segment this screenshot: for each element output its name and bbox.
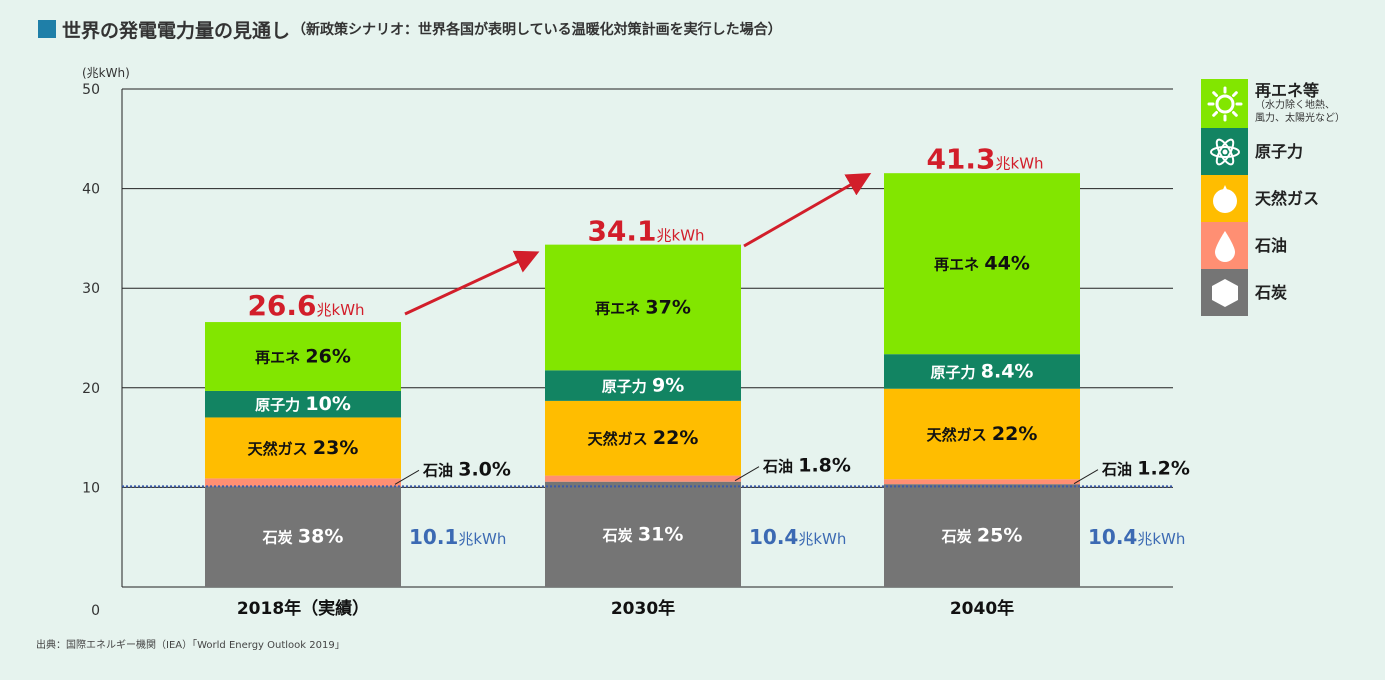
bar-segment-renewable — [884, 173, 1080, 355]
y-tick-label: 40 — [82, 182, 100, 198]
legend-item-oil: 石油 — [1201, 222, 1381, 269]
bar-segment-coal — [545, 481, 741, 587]
x-category-label: 2040年 — [950, 598, 1014, 619]
oil-callout-line — [1073, 469, 1099, 485]
oil-callout-label: 石油 1.8% — [762, 455, 851, 477]
legend-item-coal: 石炭 — [1201, 269, 1381, 316]
legend-note: （水力除く地熱、 — [1255, 100, 1335, 112]
legend-label-text: 原子力 — [1255, 141, 1304, 161]
gas-flame-icon — [1201, 175, 1248, 222]
sun-icon — [1201, 79, 1248, 128]
y-tick-label: 30 — [82, 281, 100, 297]
title-subtitle: （新政策シナリオ：世界各国が表明している温暖化対策計画を実行した場合） — [292, 22, 782, 38]
source-note: 出典：国際エネルギー機関（IEA）「World Energy Outlook 2… — [36, 640, 345, 651]
title-marker-icon — [38, 20, 56, 38]
legend-label: 石炭 — [1255, 284, 1287, 302]
chart-title: 世界の発電電力量の見通し （新政策シナリオ：世界各国が表明している温暖化対策計画… — [38, 14, 782, 44]
bar-segment-nuclear — [205, 390, 401, 418]
y-tick-label: 50 — [82, 82, 100, 98]
oil-drop-icon — [1201, 222, 1248, 269]
legend-item-nuclear: 原子力 — [1201, 128, 1381, 175]
segment-label-coal: 石炭 25% — [941, 525, 1023, 547]
segment-label-gas: 天然ガス 22% — [588, 427, 699, 449]
bar-segment-gas — [545, 400, 741, 476]
bar-segment-oil — [884, 479, 1080, 485]
total-value-label: 34.1兆kWh — [587, 214, 704, 247]
bar-segment-oil — [545, 475, 741, 482]
bar-segment-renewable — [205, 322, 401, 391]
growth-arrow — [404, 250, 540, 316]
oil-callout-label: 石油 1.2% — [1101, 458, 1190, 480]
legend-note: 風力、太陽光など） — [1255, 113, 1345, 125]
legend-label: 再エネ等 （水力除く地熱、 風力、太陽光など） — [1255, 82, 1345, 126]
y-tick-label: 20 — [82, 381, 100, 397]
segment-label-renewable: 再エネ 37% — [595, 296, 691, 318]
legend-label-text: 石油 — [1255, 235, 1288, 255]
segment-label-coal: 石炭 38% — [262, 526, 344, 548]
legend-item-gas: 天然ガス — [1201, 175, 1381, 222]
bar-segment-coal — [205, 486, 401, 587]
x-category-label: 2018年（実績） — [237, 598, 369, 619]
oil-callout-label: 石油 3.0% — [422, 458, 511, 480]
segment-label-gas: 天然ガス 23% — [248, 437, 359, 459]
segment-label-nuclear: 原子力 8.4% — [931, 360, 1034, 382]
segment-label-nuclear: 原子力 10% — [255, 393, 351, 415]
bar-segment-gas — [205, 417, 401, 479]
legend-label: 原子力 — [1255, 143, 1303, 161]
legend-item-renewable: 再エネ等 （水力除く地熱、 風力、太陽光など） — [1201, 79, 1381, 128]
atom-icon — [1201, 128, 1248, 175]
y-axis-unit-label: (兆kWh) — [82, 66, 130, 80]
oil-callout-line — [734, 466, 760, 482]
coal-oil-value-label: 10.4兆kWh — [749, 525, 846, 549]
segment-label-renewable: 再エネ 44% — [934, 253, 1030, 275]
title-main: 世界の発電電力量の見通し — [62, 19, 291, 42]
segment-label-nuclear: 原子力 9% — [602, 375, 685, 397]
bar-segment-nuclear — [545, 370, 741, 401]
coal-hexagon-icon — [1201, 269, 1248, 316]
bar-segment-oil — [205, 478, 401, 487]
y-tick-label: 0 — [91, 603, 100, 619]
oil-callout-line — [394, 469, 420, 485]
bar-segment-coal — [884, 484, 1080, 587]
total-value-label: 26.6兆kWh — [247, 289, 364, 322]
legend-label-text: 石炭 — [1255, 282, 1288, 302]
legend-label: 石油 — [1255, 237, 1287, 255]
coal-oil-value-label: 10.1兆kWh — [409, 525, 506, 549]
coal-oil-value-label: 10.4兆kWh — [1088, 525, 1185, 549]
growth-arrow — [743, 173, 872, 248]
legend-label-text: 再エネ等 — [1255, 80, 1320, 100]
bar-segment-nuclear — [884, 354, 1080, 389]
segment-label-gas: 天然ガス 22% — [927, 423, 1038, 445]
bar-segment-renewable — [545, 244, 741, 371]
legend-label: 天然ガス — [1255, 190, 1319, 208]
x-category-label: 2030年 — [611, 598, 675, 619]
segment-label-renewable: 再エネ 26% — [255, 346, 351, 368]
total-value-label: 41.3兆kWh — [926, 143, 1043, 176]
bar-segment-gas — [884, 388, 1080, 480]
legend-label-text: 天然ガス — [1255, 188, 1320, 208]
segment-label-coal: 石炭 31% — [602, 523, 684, 545]
legend: 再エネ等 （水力除く地熱、 風力、太陽光など） 原子力天然ガス石油石炭 — [1201, 79, 1381, 316]
y-tick-label: 10 — [82, 480, 100, 496]
